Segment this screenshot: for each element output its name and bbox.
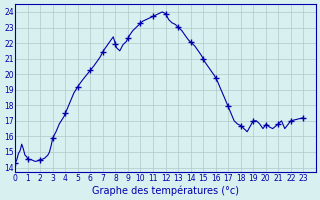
X-axis label: Graphe des températures (°c): Graphe des températures (°c)	[92, 185, 239, 196]
